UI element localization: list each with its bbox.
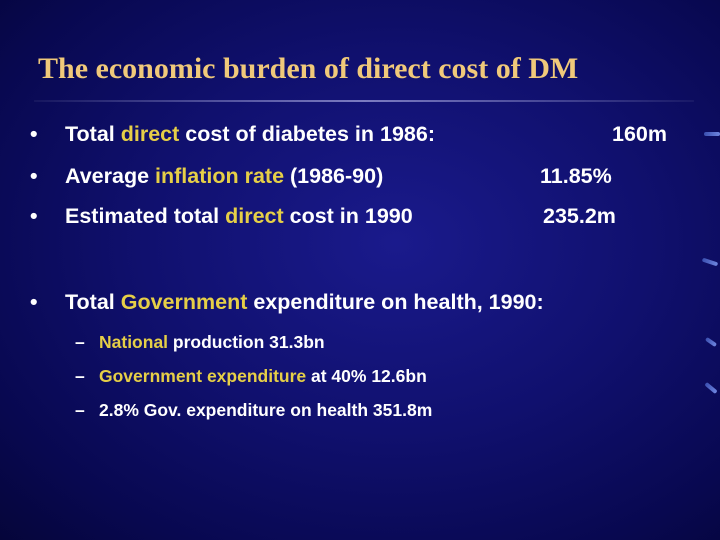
- bullet-text: Average inflation rate (1986-90): [65, 164, 383, 189]
- bullet-value: 11.85%: [540, 164, 612, 188]
- bullet-marker: •: [30, 122, 38, 146]
- slide-title: The economic burden of direct cost of DM: [38, 52, 579, 85]
- bullet-text-post: (1986-90): [284, 164, 384, 188]
- sub-item-text: 2.8% Gov. expenditure on health 351.8m: [99, 400, 432, 421]
- bullet-text-post: cost in 1990: [283, 204, 413, 228]
- bullet-text: Total Government expenditure on health, …: [65, 290, 544, 315]
- sub-item-text: National production 31.3bn: [99, 332, 325, 353]
- sub-item-marker: –: [75, 400, 85, 420]
- sub-item-post: 2.8% Gov. expenditure on health 351.8m: [99, 400, 433, 420]
- sub-item-post: production 31.3bn: [168, 332, 325, 352]
- bullet-text-pre: Estimated total: [65, 204, 226, 228]
- bullet-text-post: cost of diabetes in 1986:: [179, 122, 435, 146]
- bullet-highlight: direct: [225, 204, 284, 228]
- title-divider: [34, 100, 694, 102]
- decorative-dash: [704, 336, 718, 348]
- bullet-marker: •: [30, 204, 38, 228]
- bullet-text-post: expenditure on health, 1990:: [247, 290, 544, 314]
- bullet-text-pre: Total: [65, 290, 121, 314]
- sub-item-highlight: Government expenditure: [99, 366, 307, 386]
- bullet-marker: •: [30, 290, 38, 314]
- sub-item-marker: –: [75, 332, 85, 352]
- bullet-text: Total direct cost of diabetes in 1986:: [65, 122, 435, 147]
- bullet-text: Estimated total direct cost in 1990: [65, 204, 413, 229]
- decorative-dash: [704, 381, 718, 395]
- bullet-text-pre: Average: [65, 164, 156, 188]
- bullet-marker: •: [30, 164, 38, 188]
- bullet-highlight: direct: [120, 122, 180, 146]
- bullet-value: 235.2m: [543, 204, 616, 228]
- sub-item-text: Government expenditure at 40% 12.6bn: [99, 366, 427, 387]
- bullet-highlight: inflation rate: [155, 164, 285, 188]
- bullet-highlight: Government: [120, 290, 248, 314]
- decorative-dash: [704, 132, 720, 136]
- bullet-text-pre: Total: [65, 122, 121, 146]
- sub-item-post: at 40% 12.6bn: [306, 366, 427, 386]
- sub-item-highlight: National: [99, 332, 169, 352]
- decorative-dash: [701, 257, 719, 267]
- sub-item-marker: –: [75, 366, 85, 386]
- bullet-value: 160m: [612, 122, 667, 146]
